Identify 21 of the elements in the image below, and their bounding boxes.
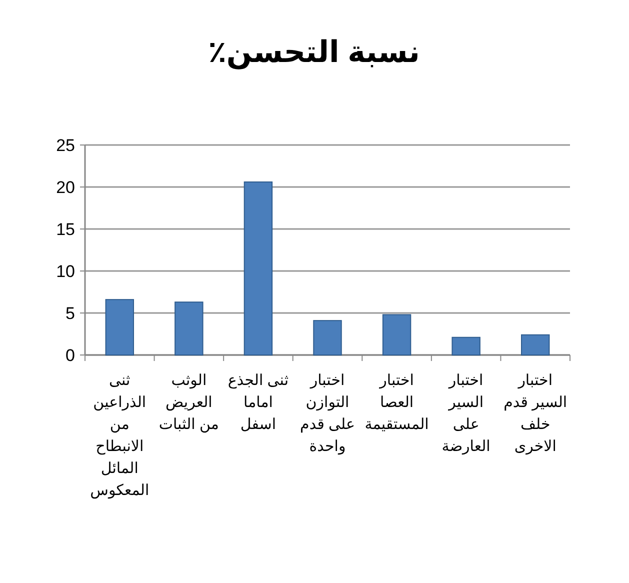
x-tick-label: اختبار السير قدم خلف الاخرى <box>504 372 568 455</box>
y-tick-label: 10 <box>56 262 75 281</box>
y-tick-label: 5 <box>66 304 75 323</box>
x-tick-label: اختبار العصا المستقيمة <box>364 372 429 433</box>
y-tick-label: 20 <box>56 178 75 197</box>
bar <box>244 181 273 356</box>
x-tick-label: الوثب العريض من الثبات <box>158 372 219 433</box>
y-tick-label: 15 <box>56 220 75 239</box>
chart-title: نسبة التحسن٪ <box>208 36 420 70</box>
y-tick-label: 0 <box>66 346 75 365</box>
bar <box>382 314 412 356</box>
bar <box>521 334 550 356</box>
x-tick-label: اختبار التوازن على قدم واحدة <box>300 372 355 455</box>
x-tick-label: اختبار السير على العارضة <box>442 372 490 455</box>
x-tick-label: ثنى الجذع اماما اسفل <box>228 372 289 433</box>
x-tick-label: ثنى الذراعين من الانبطاح المائل المعكوس <box>90 372 150 499</box>
bar <box>313 320 342 356</box>
bar <box>452 336 480 356</box>
bar <box>105 299 134 356</box>
y-tick-label: 25 <box>56 136 75 155</box>
bar <box>174 302 204 356</box>
